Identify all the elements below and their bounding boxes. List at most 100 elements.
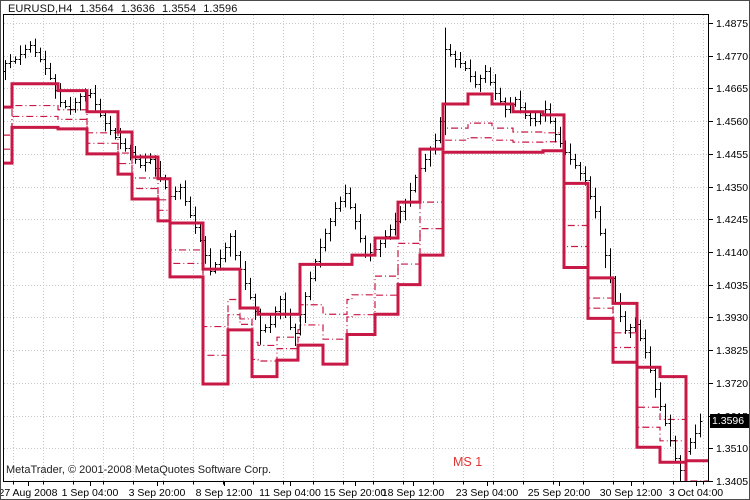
ohlc-bar	[698, 413, 703, 438]
ohlc-bar	[628, 323, 633, 338]
ohlc-bar	[483, 65, 488, 83]
ohlc-bar	[658, 382, 663, 411]
current-price-badge: 1.3596	[710, 414, 750, 428]
price-tick-label: 1.4770	[716, 51, 748, 63]
ohlc-bar	[598, 206, 603, 236]
ohlc-bar	[323, 228, 328, 252]
ohlc-bar	[603, 228, 608, 269]
ohlc-bar	[328, 218, 333, 242]
ohlc-bar	[463, 61, 468, 71]
grid-lines	[4, 15, 708, 482]
ohlc-bar	[458, 51, 463, 69]
price-tick-label: 1.4245	[716, 214, 748, 226]
ohlc-bar	[488, 67, 493, 86]
ohlc-bar	[413, 174, 418, 193]
ohlc-bar	[108, 115, 113, 136]
title-high-value: 1.3636	[120, 3, 155, 15]
ohlc-bar	[368, 243, 373, 262]
ohlc-bar	[448, 44, 453, 57]
ohlc-bar	[473, 71, 478, 88]
ohlc-bar	[88, 89, 93, 99]
time-tick-label: 1 Sep 04:00	[62, 487, 119, 499]
ohlc-bar	[318, 238, 323, 268]
ohlc-bar	[103, 111, 108, 132]
time-tick-label: 18 Sep 12:00	[382, 487, 445, 499]
ohlc-bar	[493, 74, 498, 100]
ohlc-bar	[568, 143, 573, 165]
price-tick-label: 1.3510	[716, 443, 748, 455]
ohlc-bar	[243, 261, 248, 290]
ohlc-bar	[673, 435, 678, 462]
time-axis[interactable]: 27 Aug 2008 1 Sep 04:00 3 Sep 20:00 8 Sep 1…	[0, 482, 723, 499]
ohlc-bar	[533, 111, 538, 127]
ohlc-bar	[43, 50, 48, 76]
ohlc-bar	[693, 424, 698, 449]
price-tick-label: 1.4560	[716, 116, 748, 128]
ohlc-bar	[68, 96, 73, 115]
price-tick-label: 1.4455	[716, 149, 748, 161]
ohlc-bar	[423, 153, 428, 172]
price-tick-label: 1.4350	[716, 182, 748, 194]
ohlc-bar	[33, 38, 38, 57]
ohlc-bar	[93, 84, 98, 111]
ohlc-bar	[18, 45, 23, 66]
ohlc-bar	[208, 248, 213, 276]
ohlc-bar	[573, 153, 578, 169]
ohlc-bar	[8, 54, 13, 69]
ohlc-bar	[453, 50, 458, 68]
ohlc-bar	[643, 329, 648, 359]
ohlc-bar	[653, 366, 658, 398]
ohlc-bar	[188, 196, 193, 219]
price-tick-label: 1.4035	[716, 280, 748, 292]
ohlc-bar	[343, 184, 348, 208]
indicator-mid-line	[3, 104, 709, 482]
symbol-period-label: EURUSD,H4	[8, 3, 73, 15]
time-tick-label: 25 Sep 20:00	[528, 487, 591, 499]
price-tick-label: 1.3930	[716, 312, 748, 324]
ohlc-bar	[638, 319, 643, 342]
price-tick-label: 1.4665	[716, 83, 748, 95]
ohlc-bar	[13, 56, 18, 64]
time-tick-label: 30 Sep 12:00	[600, 487, 663, 499]
ohlc-bar	[3, 60, 8, 81]
ohlc-bar	[233, 230, 238, 261]
ohlc-bar	[73, 97, 78, 113]
time-tick-label: 23 Sep 04:00	[456, 487, 519, 499]
ohlc-bar	[358, 213, 363, 243]
price-axis[interactable]: 1.4875 1.4770 1.4665 1.4560 1.4455 1.4350 1.42…	[709, 18, 748, 488]
ohlc-bar	[148, 153, 153, 165]
price-tick-label: 1.3720	[716, 378, 748, 390]
ohlc-bar	[163, 174, 168, 190]
ohlc-bar	[178, 183, 183, 200]
ohlc-bar	[263, 324, 268, 333]
ohlc-bar	[193, 206, 198, 234]
ohlc-bar	[228, 233, 233, 257]
plot-layers	[3, 27, 709, 482]
ohlc-bar	[78, 93, 83, 111]
ohlc-bar	[353, 203, 358, 230]
ohlc-bar	[378, 239, 383, 257]
ohlc-bar	[623, 311, 628, 334]
ohlc-bar	[113, 127, 118, 140]
ohlc-bar	[48, 62, 53, 81]
ohlc-bar	[333, 202, 338, 227]
time-tick-label: 3 Sep 20:00	[129, 487, 186, 499]
ohlc-bar	[268, 314, 273, 333]
ohlc-bar	[173, 186, 178, 200]
ohlc-bar	[123, 138, 128, 152]
ohlc-bar	[498, 87, 503, 104]
ohlc-bar	[503, 97, 508, 118]
plot-border	[3, 14, 709, 482]
ohlc-bar	[183, 180, 188, 206]
ohlc-bar	[468, 59, 473, 83]
ohlc-bar	[303, 292, 308, 323]
ohlc-bar	[668, 414, 673, 447]
price-tick-label: 1.3405	[716, 476, 748, 488]
price-tick-label: 1.3825	[716, 345, 748, 357]
price-tick-label: 1.4875	[716, 18, 748, 30]
title-low-value: 1.3554	[161, 3, 197, 15]
time-tick-label: 27 Aug 2008	[0, 487, 58, 499]
time-tick-label: 3 Oct 04:00	[669, 487, 723, 499]
indicator-name-label: MS 1	[453, 455, 483, 469]
